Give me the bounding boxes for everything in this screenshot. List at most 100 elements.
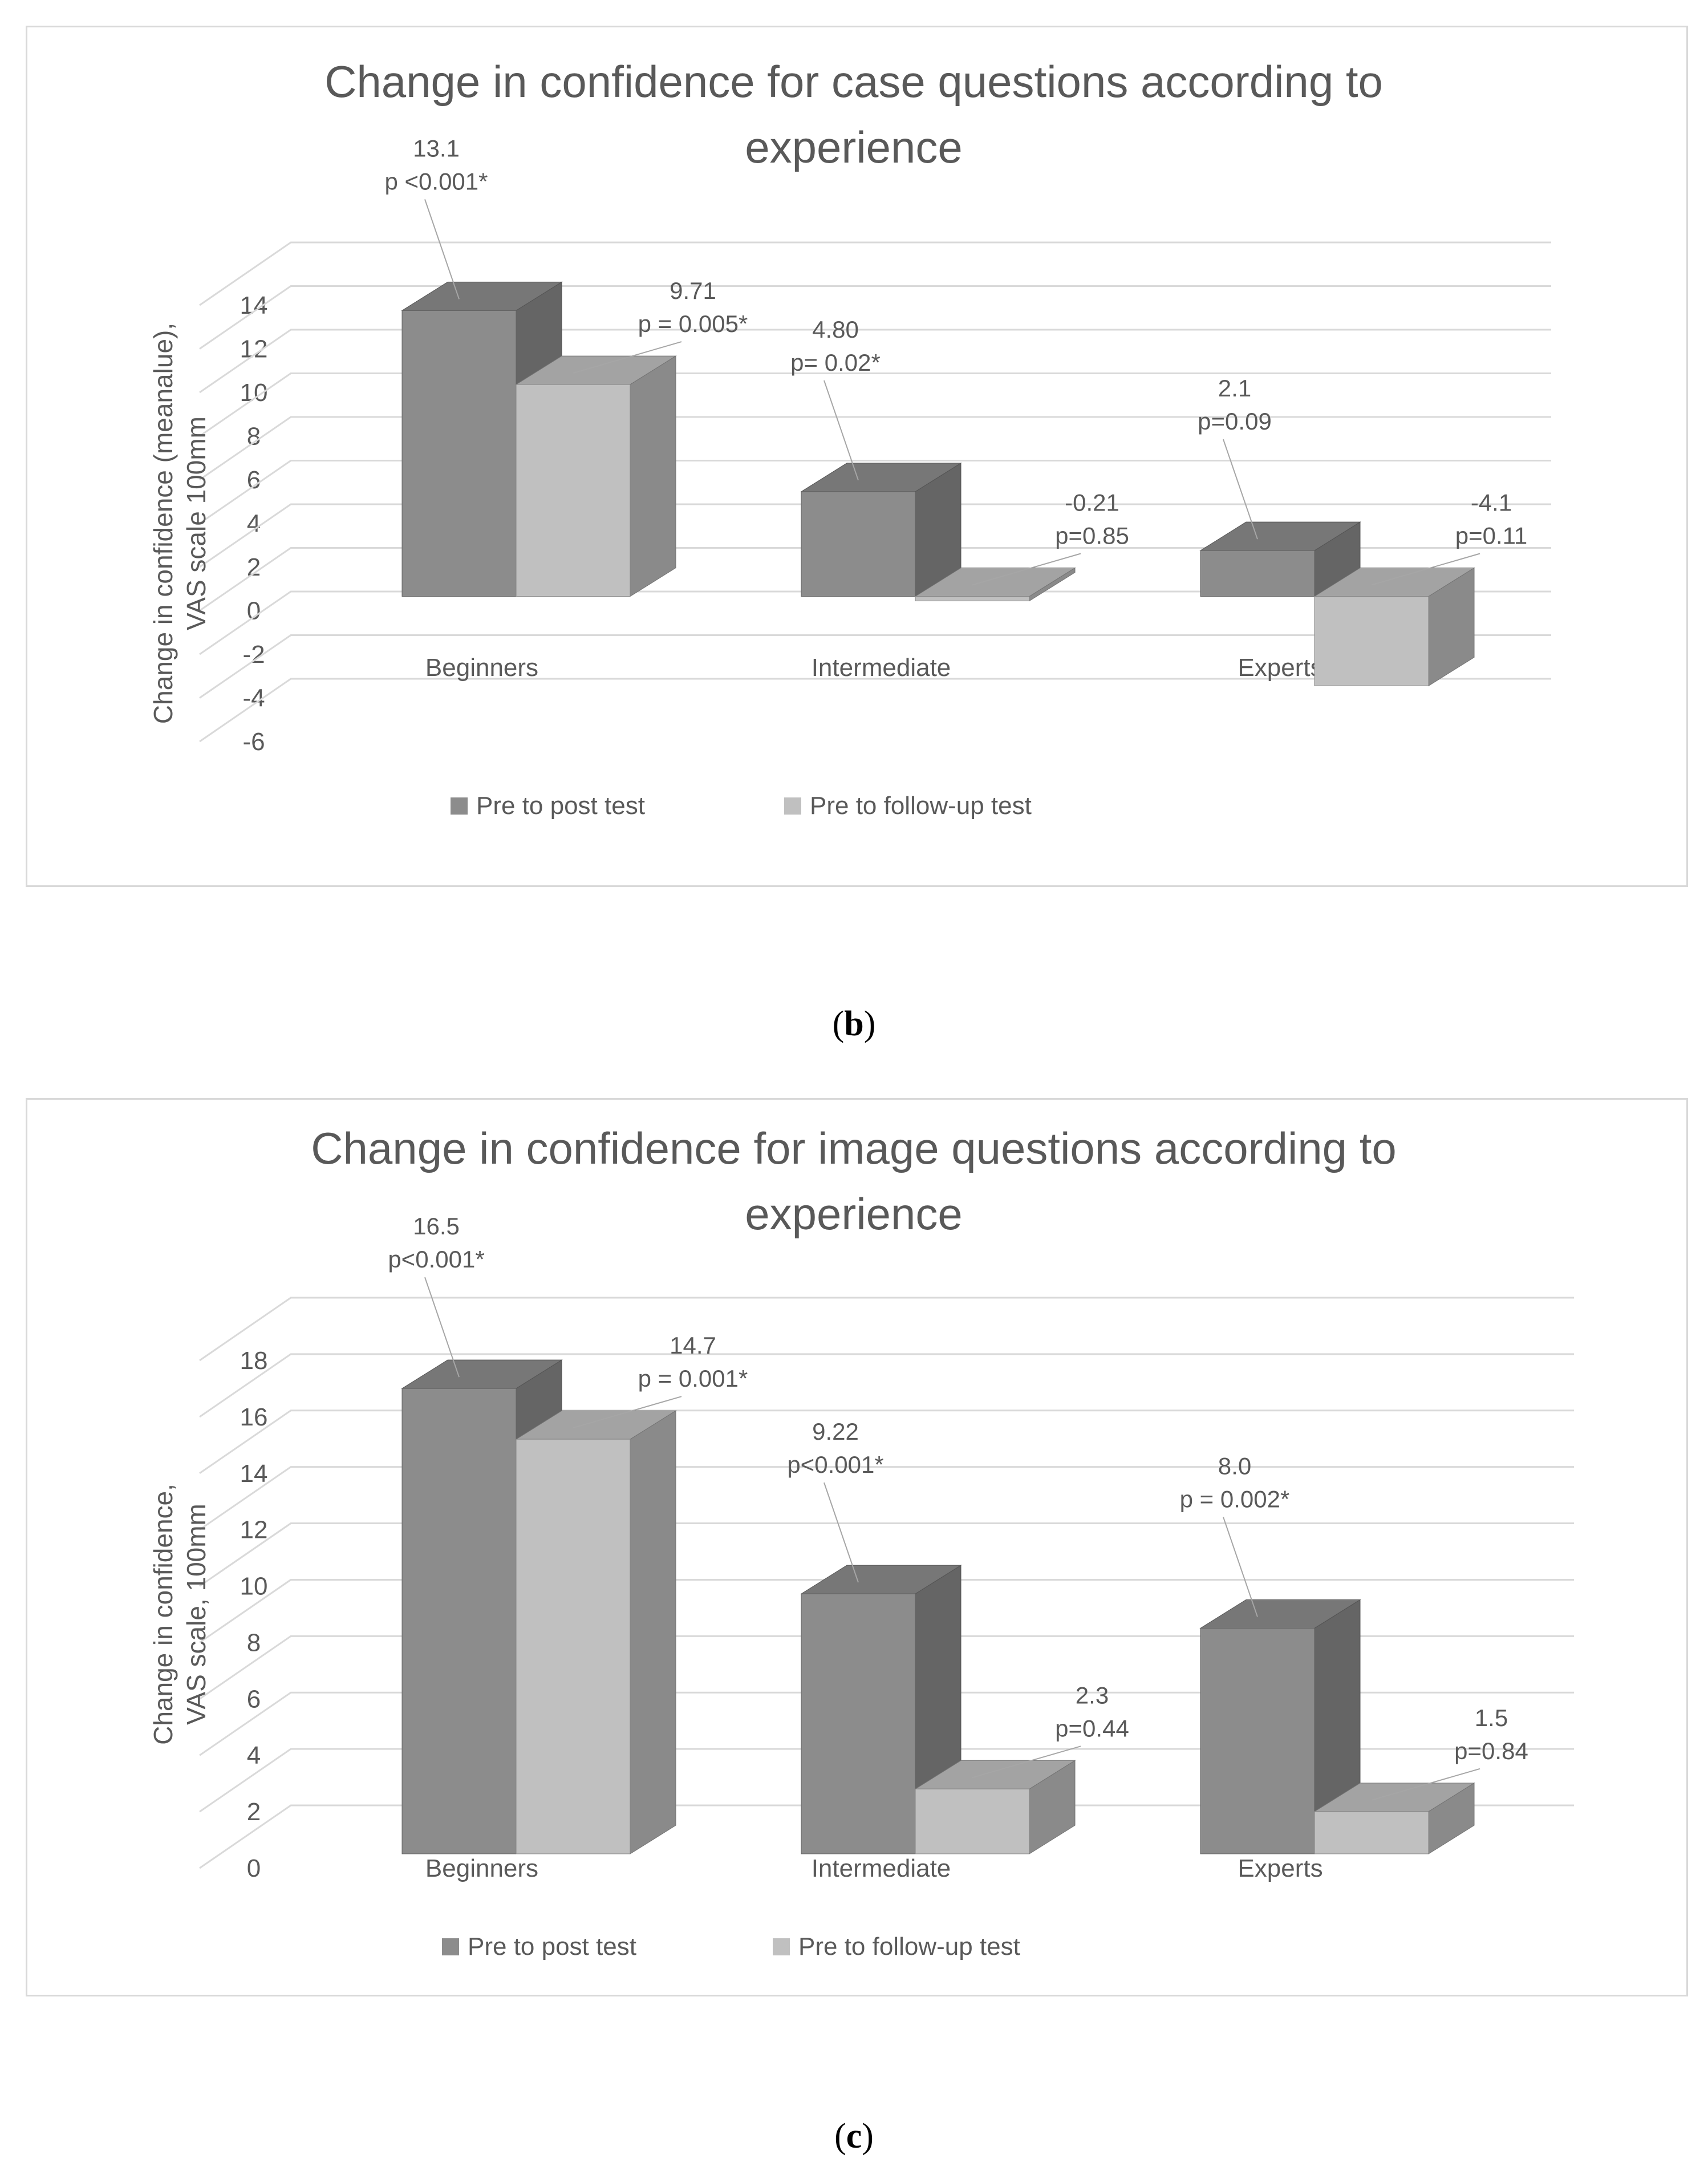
gridline-case-5 [199,460,1551,524]
bar-front-face [915,1788,1030,1854]
data-label-p-case-experts-s2: p=0.11 [1455,523,1528,549]
bar-front-face [915,596,1030,602]
figure-caption-c: (c) [834,2117,874,2156]
bar-front-face [516,384,631,597]
x-tick-label-image-beginners: Beginners [425,1854,538,1882]
gridline-image-2 [199,1410,1574,1475]
data-label-value-image-beginners-s2: 14.7 [670,1332,716,1359]
legend-label-case-s1: Pre to post test [476,792,645,820]
y-tick-label-image-3: 12 [240,1516,268,1544]
y-tick-label-image-4: 10 [240,1573,268,1601]
leader-line-case-intermediate-s1 [823,380,859,481]
leader-line-image-beginners-s1 [424,1277,460,1378]
figure-caption-b: (b) [832,1005,876,1043]
data-label-value-image-intermediate-s2: 2.3 [1076,1682,1109,1708]
gridline-image-9 [199,1804,1574,1869]
bar-case-intermediate-series1 [800,462,962,597]
gridline-case-8 [199,590,1551,655]
bar-front-face [1314,596,1429,686]
bar-front-face [1200,550,1315,597]
chart-panel-case-questions [26,26,1688,887]
gridline-image-1 [199,1353,1574,1418]
leader-line-image-intermediate-s1 [823,1482,859,1583]
chart-title-line2-case: experience [745,122,963,172]
gridline-case-1 [199,285,1551,350]
bar-front-face [516,1439,631,1854]
bar-front-face [401,310,517,597]
bar-front-face [801,491,916,597]
x-tick-label-image-experts: Experts [1238,1854,1322,1882]
y-tick-label-image-9: 0 [247,1854,261,1882]
data-label-p-image-experts-s2: p=0.84 [1454,1737,1528,1764]
data-label-value-case-beginners-s1: 13.1 [413,135,460,161]
bar-side-face [630,355,676,597]
legend-swatch-case-s1 [451,797,468,815]
gridline-case-0 [199,241,1551,306]
x-tick-label-case-intermediate: Intermediate [812,654,951,682]
y-tick-label-image-6: 6 [247,1685,261,1713]
data-label-p-case-beginners-s1: p <0.001* [384,168,488,195]
y-tick-label-image-7: 4 [247,1741,261,1769]
gridline-image-3 [199,1466,1574,1530]
gridline-image-4 [199,1522,1574,1587]
bar-image-intermediate-series2 [914,1760,1076,1854]
legend-swatch-image-s2 [773,1938,790,1955]
data-label-p-case-intermediate-s2: p=0.85 [1055,523,1129,549]
x-tick-label-image-intermediate: Intermediate [812,1854,951,1882]
y-tick-label-image-1: 16 [240,1403,268,1431]
bar-image-experts-series1 [1199,1599,1361,1854]
y-tick-label-image-5: 8 [247,1629,261,1656]
chart-title-line1-case: Change in confidence for case questions … [324,56,1383,107]
bar-front-face [801,1593,916,1854]
leader-line-case-beginners-s1 [424,199,460,299]
bar-image-experts-series2 [1313,1782,1475,1854]
legend-label-image-s1: Pre to post test [468,1933,636,1961]
bar-case-experts-series1 [1199,521,1361,597]
leader-line-image-experts-s1 [1223,1517,1258,1617]
bar-front-face [1200,1627,1315,1854]
data-label-value-image-beginners-s1: 16.5 [413,1213,460,1240]
leader-line-case-experts-s1 [1223,439,1258,540]
data-label-p-image-experts-s1: p = 0.002* [1180,1485,1290,1512]
leader-line-image-experts-s2 [1371,1768,1480,1801]
legend-label-image-s2: Pre to follow-up test [798,1933,1020,1961]
gridline-image-7 [199,1691,1574,1756]
gridline-case-7 [199,547,1551,611]
legend-swatch-image-s1 [442,1938,459,1955]
data-label-value-case-intermediate-s2: -0.21 [1065,489,1119,516]
y-tick-label-image-2: 14 [240,1460,268,1488]
y-tick-label-image-8: 2 [247,1798,261,1826]
data-label-value-case-intermediate-s1: 4.80 [812,316,859,343]
data-label-p-case-beginners-s2: p = 0.005* [638,310,748,337]
y-tick-label-image-0: 18 [240,1347,268,1375]
gridline-case-10 [199,678,1551,743]
x-tick-label-case-experts: Experts [1238,654,1322,682]
data-label-p-image-beginners-s2: p = 0.001* [638,1365,748,1392]
data-label-p-image-intermediate-s1: p<0.001* [787,1451,883,1478]
leader-line-case-beginners-s2 [573,341,682,374]
gridline-image-0 [199,1297,1574,1362]
data-label-p-case-intermediate-s1: p= 0.02* [790,349,881,376]
gridline-image-8 [199,1748,1574,1813]
chart-title-line1-image: Change in confidence for image questions… [311,1123,1397,1173]
data-label-value-image-experts-s2: 1.5 [1475,1704,1508,1731]
data-label-value-image-intermediate-s1: 9.22 [812,1418,859,1445]
bar-case-intermediate-series2 [914,567,1076,602]
gridline-image-6 [199,1635,1574,1700]
gridline-case-6 [199,503,1551,568]
data-label-p-case-experts-s1: p=0.09 [1198,408,1272,435]
legend-swatch-case-s2 [784,797,801,815]
bar-case-beginners-series2 [515,355,677,597]
y-axis-title-line1-image: Change in confidence, [148,1484,178,1745]
bar-front-face [401,1388,517,1854]
leader-line-case-experts-s2 [1371,553,1480,586]
data-label-p-image-intermediate-s2: p=0.44 [1055,1715,1129,1741]
legend-label-case-s2: Pre to follow-up test [810,792,1032,820]
bar-side-face [630,1410,676,1854]
x-tick-label-case-beginners: Beginners [425,654,538,682]
gridline-case-2 [199,329,1551,394]
leader-line-case-intermediate-s2 [972,553,1081,586]
y-axis-title-line1-case: Change in confidence (meanalue), [148,323,178,724]
gridline-case-4 [199,416,1551,481]
